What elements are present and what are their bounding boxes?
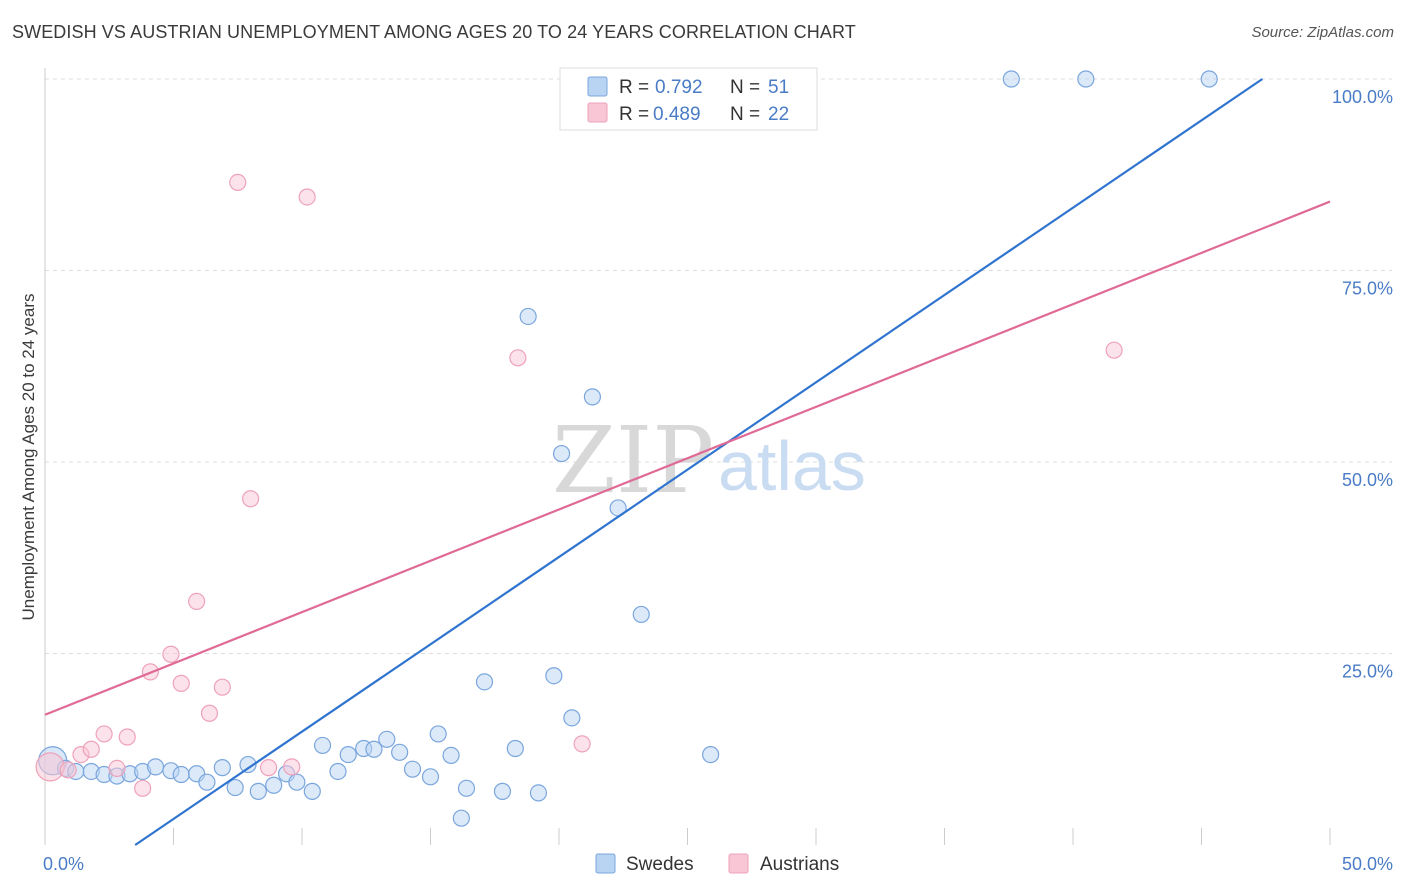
scatter-point-swedes: [519, 307, 537, 326]
scatter-point-swedes: [442, 746, 460, 764]
trend-layer: [44, 78, 1331, 846]
y-tick-label: 25.0%: [1342, 662, 1393, 682]
scatter-point-swedes: [421, 768, 440, 786]
scatter-point-swedes: [1200, 70, 1218, 88]
legend-r-value-swedes: 0.792: [655, 77, 703, 98]
scatter-point-austrians: [59, 761, 77, 779]
points-layer: [35, 70, 1218, 827]
scatter-point-austrians: [509, 349, 527, 367]
scatter-point-swedes: [457, 779, 476, 797]
scatter-point-austrians: [573, 735, 591, 753]
scatter-point-swedes: [339, 746, 357, 764]
legend-swatch-swedes: [587, 76, 608, 97]
bottom-legend-swatch-austrians: [728, 853, 749, 874]
trend-line-austrians: [44, 200, 1331, 716]
scatter-point-swedes: [239, 755, 257, 774]
scatter-point-swedes: [583, 388, 602, 406]
scatter-point-swedes: [563, 709, 581, 727]
scatter-point-swedes: [552, 444, 571, 463]
scatter-point-swedes: [226, 778, 244, 797]
scatter-point-swedes: [378, 730, 396, 748]
scatter-point-austrians: [188, 592, 206, 611]
scatter-point-swedes: [429, 725, 447, 743]
trend-line-swedes: [134, 78, 1263, 846]
y-tick-label: 50.0%: [1342, 470, 1393, 490]
bottom-legend: Swedes Austrians: [595, 853, 839, 875]
scatter-point-swedes: [213, 759, 231, 777]
y-tick-label: 75.0%: [1342, 279, 1393, 299]
scatter-point-swedes: [545, 667, 563, 685]
legend-n-value-austrians: 22: [768, 104, 789, 125]
legend-r-value-austrians: 0.489: [653, 104, 701, 125]
scatter-point-austrians: [213, 678, 231, 696]
top-legend: R = 0.792 N = 51 R = 0.489 N = 22: [559, 67, 818, 131]
scatter-point-swedes: [493, 782, 512, 800]
legend-r-label-austrians: R =: [619, 104, 649, 125]
grid-layer: [45, 78, 1392, 654]
scatter-point-swedes: [702, 746, 720, 764]
scatter-point-swedes: [632, 605, 650, 624]
scatter-point-swedes: [249, 782, 267, 800]
scatter-point-swedes: [329, 762, 347, 781]
scatter-point-austrians: [82, 740, 100, 758]
chart-title: SWEDISH VS AUSTRIAN UNEMPLOYMENT AMONG A…: [12, 22, 856, 42]
scatter-point-swedes: [1002, 70, 1020, 88]
scatter-point-swedes: [391, 743, 409, 761]
bottom-legend-swatch-swedes: [595, 853, 616, 874]
y-tick-label: 100.0%: [1332, 87, 1393, 107]
scatter-point-swedes: [1077, 70, 1095, 88]
scatter-point-swedes: [452, 809, 470, 827]
scatter-point-austrians: [229, 173, 247, 192]
scatter-point-austrians: [134, 779, 152, 797]
scatter-point-austrians: [283, 758, 301, 776]
watermark-atlas: atlas: [718, 427, 866, 505]
legend-swatch-austrians: [587, 102, 608, 123]
scatter-point-austrians: [172, 674, 190, 692]
scatter-point-austrians: [200, 704, 219, 722]
bottom-legend-label-austrians: Austrians: [760, 854, 839, 875]
scatter-point-swedes: [506, 739, 524, 758]
bottom-legend-label-swedes: Swedes: [626, 854, 694, 875]
x-tick-label: 0.0%: [43, 854, 84, 874]
legend-n-label-austrians: N =: [730, 104, 760, 125]
scatter-point-austrians: [95, 725, 113, 743]
scatter-point-swedes: [288, 773, 306, 791]
scatter-point-swedes: [146, 758, 165, 776]
scatter-point-swedes: [475, 673, 494, 691]
scatter-point-austrians: [118, 728, 136, 746]
scatter-point-austrians: [162, 645, 180, 663]
legend-n-value-swedes: 51: [768, 77, 789, 98]
watermark: ZIP atlas: [552, 407, 866, 514]
tick-label-layer: 25.0% 50.0% 75.0% 100.0% 0.0% 50.0%: [43, 87, 1393, 874]
scatter-point-swedes: [529, 784, 548, 802]
scatter-point-austrians: [108, 759, 126, 778]
source-credit: Source: ZipAtlas.com: [1251, 24, 1394, 41]
scatter-point-austrians: [298, 188, 316, 206]
y-axis-label: Unemployment Among Ages 20 to 24 years: [19, 294, 38, 621]
x-tick-label: 50.0%: [1342, 854, 1393, 874]
legend-r-label-swedes: R =: [619, 77, 649, 98]
watermark-zip: ZIP: [552, 407, 714, 514]
scatter-point-swedes: [198, 773, 216, 791]
scatter-point-austrians: [259, 759, 278, 777]
scatter-point-swedes: [313, 736, 332, 755]
scatter-point-austrians: [1105, 341, 1123, 359]
scatter-point-swedes: [303, 782, 321, 800]
scatter-point-swedes: [403, 760, 422, 778]
scatter-point-austrians: [242, 490, 260, 508]
axes-layer: [44, 68, 1331, 845]
scatter-point-austrians: [35, 752, 65, 782]
scatter-point-swedes: [172, 765, 190, 784]
scatter-point-swedes: [265, 776, 283, 794]
scatter-point-swedes: [365, 740, 383, 758]
legend-n-label-swedes: N =: [730, 77, 760, 98]
